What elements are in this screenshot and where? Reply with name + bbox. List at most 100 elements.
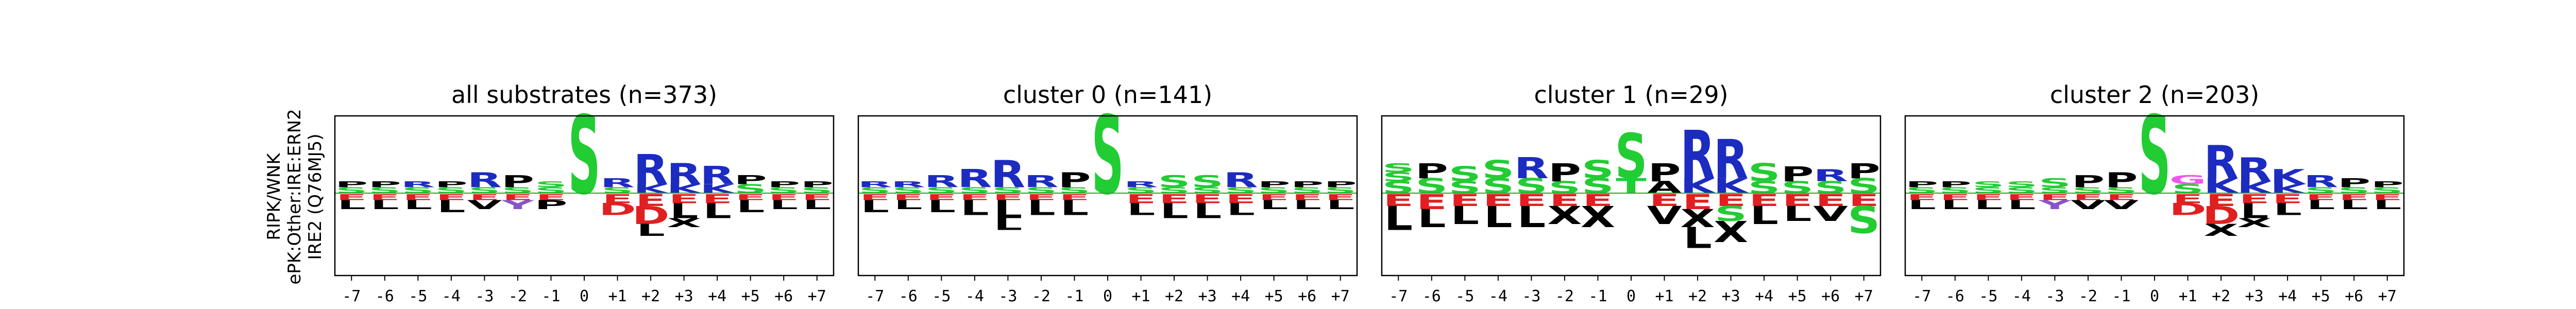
logo-letter-down-13-0: E [1292,193,1323,202]
logo-letter-up-10-1: R [2237,151,2272,190]
logo-letter-down-9-1: D [2202,201,2240,230]
logo-letter-up-0-1: P [1905,180,1938,190]
logo-letter-down-11-1: L [1226,200,1255,219]
logo-letter-down-8-0: E [1649,191,1680,210]
logo-letter-down-9-1: L [1160,199,1189,224]
logo-letter-down-8-0: E [2173,192,2204,207]
x-tick-label: -2 [509,287,527,305]
logo-letter-down-11-0: E [2272,192,2303,207]
logo-letter-up-10-0: K [667,182,703,196]
x-tick-label: 0 [2150,287,2159,305]
logo-letter-down-12-0: E [1782,191,1813,210]
logo-letter-up-10-0: K [1714,174,1750,198]
logo-letter-down-11-1: L [703,199,732,224]
logo-letter-down-3-1: L [437,197,466,216]
x-tick-label: -3 [2045,287,2064,305]
logo-letter-up-1-1: P [1415,159,1448,183]
logo-letter-up-6-1: S [535,180,567,190]
x-tick-label: -7 [1389,287,1408,305]
logo-letter-down-14-0: E [1849,191,1879,210]
logo-letter-down-4-1: L [994,195,1023,224]
logo-letter-up-9-0: K [633,182,670,196]
logo-letter-up-10-1: R [1714,128,1748,191]
x-tick-label: +6 [1821,287,1840,305]
logo-letter-up-3-0: S [1482,174,1514,198]
logo-letter-up-12-1: R [2303,172,2338,192]
logo-letter-down-11-1: L [2273,200,2302,219]
x-tick-label: +4 [2278,287,2297,305]
logo-letter-down-4-0: E [1516,191,1547,210]
logo-letter-down-8-1: D [599,200,636,219]
logo-letter-down-0-0: E [859,193,890,202]
logo-letter-up-8-0: S [2172,182,2204,196]
x-tick-label: +7 [1331,287,1350,305]
logo-letter-up-13-1: P [2337,176,2370,191]
logo-letter-down-2-1: L [1974,198,2003,212]
logo-letter-up-6-1: P [2105,168,2138,193]
logo-letter-down-12-1: L [1783,202,1812,226]
logo-letter-up-13-1: P [1291,180,1324,190]
logo-letter-up-3-1: S [2005,180,2038,190]
logo-letter-down-9-0: E [1682,190,1713,214]
logo-letter-down-5-0: E [502,193,533,202]
logo-letter-down-9-1: X [1680,204,1715,233]
x-tick-label: +3 [1722,287,1740,305]
x-tick-label: -4 [2012,287,2031,305]
logo-letter-up-12-0: S [734,182,767,196]
logo-letter-up-9-1: R [1680,117,1715,194]
logo-letter-down-3-0: E [436,193,467,202]
logo-letter-down-12-0: E [1259,193,1290,202]
logo-letter-up-14-1: P [1848,159,1880,183]
logo-letter-up-14-1: P [801,180,834,190]
logo-letter-up-14-1: P [1324,180,1357,190]
x-tick-label: -4 [442,287,461,305]
logo-letter-down-11-1: L [1750,201,1778,230]
logo-letter-down-12-1: L [1260,198,1289,212]
x-tick-label: -6 [899,287,918,305]
logo-letter-up-11-1: K [2270,165,2307,190]
logo-letter-down-4-0: E [469,193,500,202]
logo-letter-down-3-0: E [959,193,990,202]
x-tick-label: -2 [1032,287,1050,305]
logo-letter-down-0-1: L [860,197,889,216]
logo-letter-down-11-0: E [1225,192,1256,207]
logo-letter-down-5-1: V [2071,198,2106,212]
x-tick-label: +1 [1131,287,1150,305]
logo-letter-up-11-0: S [1748,178,1781,197]
logo-letter-up-11-1: S [1748,158,1781,187]
logo-letter-down-10-1: S [1715,202,1747,226]
logo-letter-down-6-1: L [1060,196,1089,220]
x-tick-label: +5 [1788,287,1807,305]
logo-letter-up-7-0: S [1092,93,1124,219]
logo-letter-down-14-1: L [803,198,832,212]
x-tick-label: -2 [1555,287,1574,305]
logo-letter-up-6-1: P [1058,168,1091,193]
logo-letter-down-2-0: E [1450,191,1481,210]
logo-letter-up-0-1: R [858,180,892,190]
logo-letter-down-0-1: L [1384,200,1413,238]
x-tick-label: +3 [1198,287,1217,305]
logo-letter-up-11-1: R [1224,168,1258,193]
logo-letter-down-5-1: Y [501,198,534,212]
x-tick-label: +4 [708,287,726,305]
panel-frame [334,115,835,277]
logo-letter-down-2-1: L [927,197,956,216]
logo-letter-up-6-0: S [1582,174,1614,198]
logo-letter-up-2-1: R [924,172,959,192]
logo-letter-up-7-0: S [568,93,601,219]
logo-letter-up-2-1: S [1972,180,2005,190]
logo-letter-down-14-1: S [1848,199,1880,242]
logo-letter-down-4-1: V [467,198,502,212]
logo-letter-down-13-1: L [1293,198,1321,212]
logo-letter-down-0-0: E [336,193,367,202]
logo-letter-down-2-1: L [404,198,433,212]
logo-letter-up-7-0: T [1616,174,1647,198]
logo-letter-down-5-0: E [1549,191,1580,210]
logo-letter-up-0-2: S [1382,161,1415,176]
logo-letter-down-6-0: E [2106,193,2137,202]
x-tick-label: -1 [541,287,560,305]
logo-letter-down-6-0: E [1059,193,1090,202]
logo-letter-down-4-2: L [994,215,1023,234]
logo-letter-up-4-1: R [991,153,1025,196]
logo-letter-up-10-0: K [2237,178,2273,197]
